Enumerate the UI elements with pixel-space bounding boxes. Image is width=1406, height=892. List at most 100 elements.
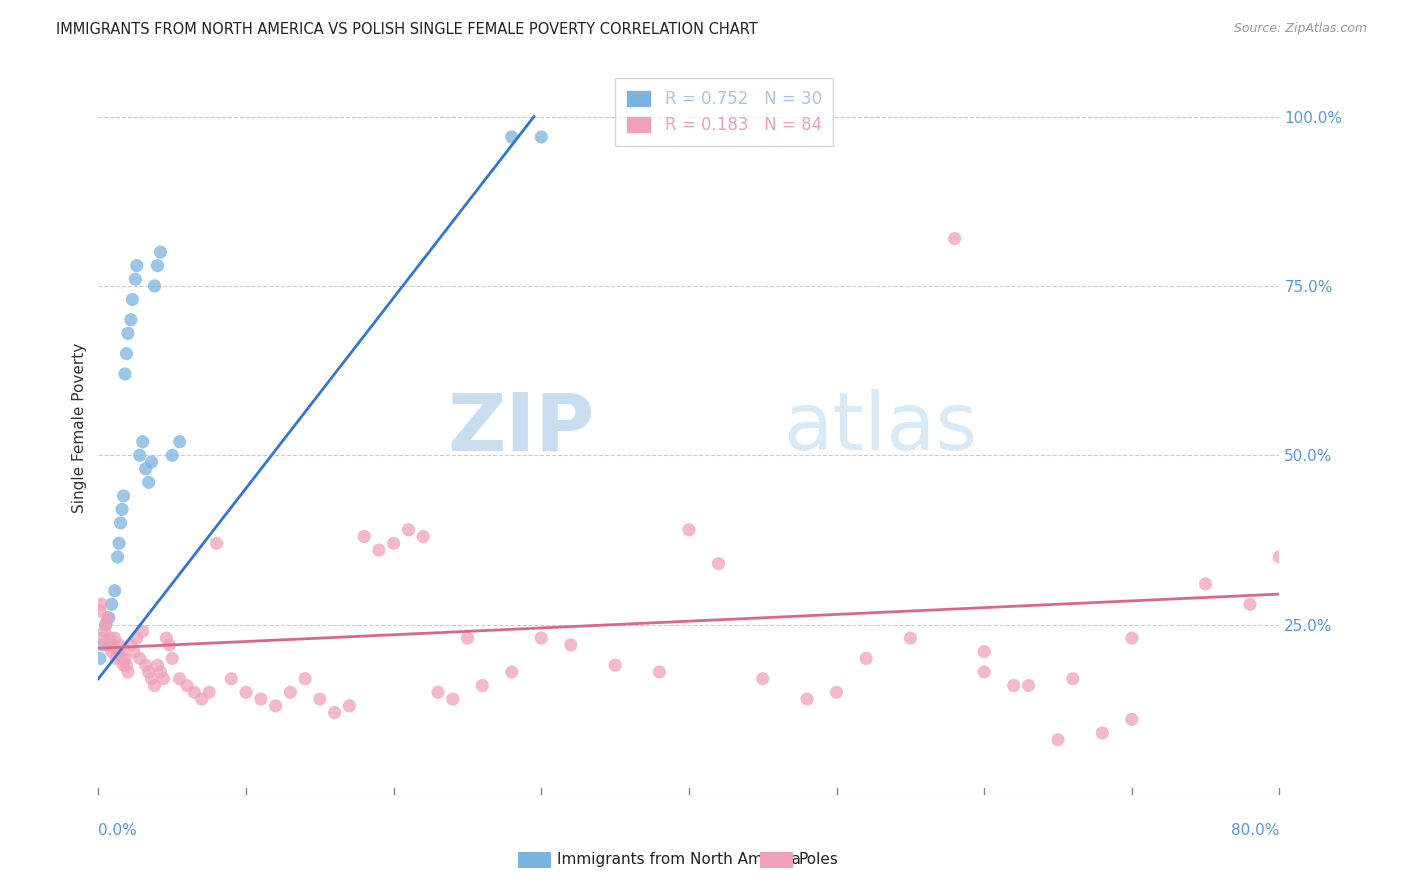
Point	[1046, 732, 1069, 747]
Point	[114, 651, 136, 665]
Point	[132, 624, 155, 639]
Point	[110, 645, 132, 659]
Point	[111, 502, 134, 516]
Text: ZIP: ZIP	[447, 389, 595, 467]
Point	[560, 638, 582, 652]
Point	[135, 462, 157, 476]
Point	[1239, 597, 1261, 611]
Point	[825, 685, 848, 699]
Point	[128, 448, 150, 462]
Point	[1268, 549, 1291, 564]
Point	[501, 665, 523, 679]
Point	[149, 245, 172, 260]
Point	[149, 665, 172, 679]
Point	[111, 651, 134, 665]
Point	[104, 583, 127, 598]
Point	[89, 651, 111, 665]
Point	[456, 631, 478, 645]
Point	[1062, 672, 1084, 686]
Text: IMMIGRANTS FROM NORTH AMERICA VS POLISH SINGLE FEMALE POVERTY CORRELATION CHART: IMMIGRANTS FROM NORTH AMERICA VS POLISH …	[56, 22, 758, 37]
Point	[183, 685, 205, 699]
Point	[339, 698, 360, 713]
Point	[128, 651, 150, 665]
Text: 80.0%: 80.0%	[1232, 823, 1279, 838]
Point	[751, 672, 773, 686]
Point	[205, 536, 228, 550]
Point	[112, 489, 135, 503]
Point	[143, 679, 166, 693]
Point	[89, 604, 111, 618]
Point	[122, 645, 145, 659]
Point	[441, 692, 464, 706]
Point	[1121, 712, 1143, 726]
Point	[648, 665, 671, 679]
Point	[219, 672, 242, 686]
Point	[707, 557, 730, 571]
Point	[353, 529, 375, 543]
Text: Poles: Poles	[799, 852, 838, 867]
Point	[107, 549, 129, 564]
Point	[117, 326, 139, 341]
Point	[471, 679, 494, 693]
Point	[382, 536, 405, 550]
Point	[162, 651, 183, 665]
Point	[1002, 679, 1025, 693]
Point	[125, 259, 148, 273]
Point	[900, 631, 922, 645]
Point	[97, 611, 120, 625]
Point	[103, 638, 125, 652]
Point	[138, 665, 160, 679]
Point	[110, 516, 132, 530]
Point	[114, 367, 136, 381]
Point	[157, 638, 180, 652]
Point	[1017, 679, 1039, 693]
Point	[108, 536, 131, 550]
Point	[121, 293, 143, 307]
Point	[107, 645, 129, 659]
Point	[105, 651, 128, 665]
Point	[973, 665, 995, 679]
Text: 0.0%: 0.0%	[98, 823, 138, 838]
Point	[1121, 631, 1143, 645]
Point	[396, 523, 419, 537]
Point	[96, 611, 118, 625]
Point	[368, 543, 391, 558]
Point	[155, 631, 177, 645]
Point	[169, 672, 191, 686]
Point	[678, 523, 700, 537]
Point	[117, 665, 139, 679]
Point	[141, 672, 163, 686]
Point	[97, 638, 120, 652]
Point	[427, 685, 450, 699]
Point	[146, 259, 169, 273]
Point	[162, 448, 183, 462]
Point	[120, 313, 142, 327]
Point	[264, 698, 287, 713]
Point	[278, 685, 302, 699]
Point	[235, 685, 257, 699]
Point	[309, 692, 332, 706]
Point	[125, 631, 148, 645]
Text: Immigrants from North America: Immigrants from North America	[557, 852, 800, 867]
Point	[250, 692, 273, 706]
Point	[124, 272, 146, 286]
Point	[115, 658, 138, 673]
FancyBboxPatch shape	[759, 853, 793, 869]
Point	[135, 658, 157, 673]
Point	[91, 638, 114, 652]
Point	[146, 658, 169, 673]
Point	[141, 455, 163, 469]
Point	[973, 645, 995, 659]
Point	[796, 692, 818, 706]
Point	[143, 279, 166, 293]
Point	[191, 692, 214, 706]
Point	[198, 685, 221, 699]
Point	[108, 638, 131, 652]
Text: atlas: atlas	[783, 389, 977, 467]
Point	[169, 434, 191, 449]
Point	[93, 624, 115, 639]
Point	[530, 130, 553, 145]
Point	[115, 346, 138, 360]
Point	[943, 231, 966, 245]
Point	[176, 679, 198, 693]
